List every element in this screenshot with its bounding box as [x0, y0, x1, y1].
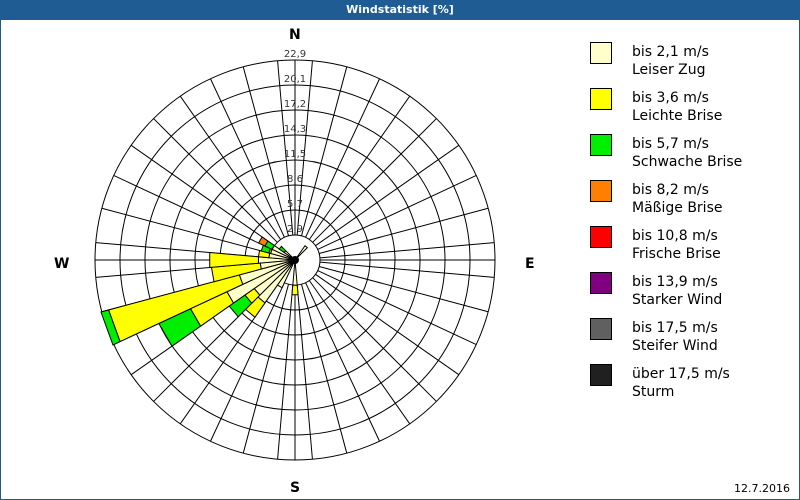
- legend-label: bis 8,2 m/s Mäßige Brise: [632, 182, 723, 216]
- legend-label: bis 10,8 m/s Frische Brise: [632, 228, 721, 262]
- legend-label: bis 5,7 m/s Schwache Brise: [632, 136, 743, 170]
- legend-swatch: [590, 226, 612, 248]
- window-title: Windstatistik [%]: [0, 0, 800, 20]
- ring-label: 8,6: [287, 174, 303, 185]
- legend-swatch: [590, 364, 612, 386]
- petal-segment: [209, 251, 259, 269]
- compass-south: S: [290, 480, 301, 496]
- ring-label: 17,2: [284, 99, 306, 110]
- legend-label: über 17,5 m/s Sturm: [632, 366, 730, 400]
- legend-swatch: [590, 88, 612, 110]
- wind-rose-chart: 2,9 5,7 8,6 11,5 14,3 17,2 20,1 22,9: [94, 49, 496, 461]
- ring-label: 5,7: [287, 199, 303, 210]
- ring-label: 14,3: [284, 124, 306, 135]
- legend-swatch: [590, 272, 612, 294]
- legend-label: bis 3,6 m/s Leichte Brise: [632, 90, 723, 124]
- petal-segment: [257, 236, 269, 247]
- petal-segment: [257, 249, 271, 259]
- legend-swatch: [590, 42, 612, 64]
- ring-label: 22,9: [284, 49, 306, 60]
- legend-label: bis 2,1 m/s Leiser Zug: [632, 44, 709, 78]
- legend-swatch: [590, 318, 612, 340]
- legend-label: bis 13,9 m/s Starker Wind: [632, 274, 723, 308]
- ring-label: 2,9: [287, 224, 303, 235]
- ring-label: 20,1: [284, 74, 306, 85]
- petal-segment: [294, 244, 309, 261]
- compass-west: W: [54, 256, 70, 272]
- petal-segment: [100, 309, 121, 346]
- legend-label: bis 17,5 m/s Steifer Wind: [632, 320, 718, 354]
- legend-swatch: [590, 180, 612, 202]
- ring-label: 11,5: [284, 149, 306, 160]
- compass-north: N: [289, 27, 301, 43]
- compass-east: E: [525, 256, 535, 272]
- legend-swatch: [590, 134, 612, 156]
- petal-segment: [278, 245, 287, 254]
- date-label: 12.7.2016: [734, 482, 790, 495]
- petal-segment: [291, 284, 299, 296]
